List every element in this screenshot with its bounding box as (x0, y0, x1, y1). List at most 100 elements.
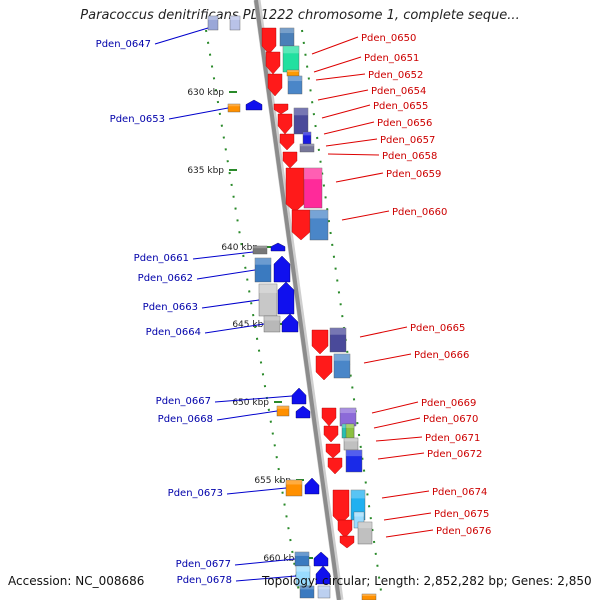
gene-box[interactable] (329, 327, 347, 353)
right-gene-label[interactable]: Pden_0672 (427, 449, 482, 460)
left-gene-label[interactable]: Pden_0647 (96, 39, 151, 50)
gene-box[interactable] (229, 15, 241, 31)
gene-box[interactable] (309, 209, 329, 241)
right-leader-line (313, 56, 362, 73)
right-gene-label[interactable]: Pden_0666 (414, 350, 469, 361)
forward-gene-arrow[interactable] (323, 425, 339, 443)
reverse-gene-arrow[interactable] (270, 242, 286, 252)
right-leader-line (321, 104, 371, 119)
right-gene-label[interactable]: Pden_0654 (371, 86, 426, 97)
forward-gene-arrow[interactable] (291, 209, 311, 241)
left-gene-label[interactable]: Pden_0668 (158, 414, 213, 425)
right-leader-line (371, 401, 419, 414)
right-gene-label[interactable]: Pden_0676 (436, 526, 491, 537)
right-gene-label[interactable]: Pden_0670 (423, 414, 478, 425)
right-gene-label[interactable]: Pden_0660 (392, 207, 447, 218)
forward-gene-arrow[interactable] (265, 51, 281, 75)
forward-gene-arrow[interactable] (277, 113, 293, 135)
gene-box-highlight (351, 490, 365, 499)
gene-box-highlight (358, 522, 372, 529)
left-leader-line (192, 251, 254, 260)
right-leader-line (381, 490, 430, 499)
forward-gene-arrow[interactable] (311, 329, 329, 355)
forward-gene-arrow[interactable] (279, 133, 295, 151)
forward-gene-arrow[interactable] (261, 27, 277, 55)
reverse-gene-arrow[interactable] (304, 477, 320, 495)
left-leader-line (204, 323, 265, 334)
left-gene-label[interactable]: Pden_0667 (156, 396, 211, 407)
reverse-gene-arrow[interactable] (245, 99, 263, 111)
right-gene-label[interactable]: Pden_0652 (368, 70, 423, 81)
forward-gene-arrow[interactable] (285, 167, 305, 213)
gene-box[interactable] (299, 143, 315, 153)
reverse-gene-arrow[interactable] (291, 387, 307, 405)
scale-tick-label: 655 kbp (254, 476, 291, 486)
gene-box-highlight (277, 406, 289, 409)
forward-gene-arrow[interactable] (337, 519, 353, 539)
reverse-gene-arrow[interactable] (313, 551, 329, 567)
forward-gene-arrow[interactable] (273, 103, 289, 115)
right-leader-line (335, 172, 384, 183)
forward-gene-arrow[interactable] (339, 535, 355, 549)
left-gene-label[interactable]: Pden_0664 (146, 327, 201, 338)
reverse-gene-arrow[interactable] (277, 281, 295, 315)
right-leader-line (323, 121, 375, 135)
gene-box-highlight (295, 552, 309, 556)
scale-tick-label: 630 kbp (187, 88, 224, 98)
forward-gene-arrow[interactable] (282, 151, 298, 169)
left-gene-label[interactable]: Pden_0653 (110, 114, 165, 125)
right-gene-label[interactable]: Pden_0674 (432, 487, 487, 498)
gene-features (207, 15, 377, 600)
right-gene-label[interactable]: Pden_0669 (421, 398, 476, 409)
left-gene-label[interactable]: Pden_0662 (138, 273, 193, 284)
scale-tick-label: 640 kbp (221, 243, 258, 253)
gene-box[interactable] (299, 585, 315, 599)
left-leader-line (214, 395, 293, 403)
gene-box[interactable] (293, 107, 309, 135)
gene-box-highlight (228, 104, 240, 107)
scale-ticks: 630 kbp 635 kbp 640 kbp 645 kbp 650 kbp 655 k… (187, 88, 313, 564)
left-gene-label[interactable]: Pden_0663 (143, 302, 198, 313)
right-gene-label[interactable]: Pden_0657 (380, 135, 435, 146)
right-gene-label[interactable]: Pden_0665 (410, 323, 465, 334)
gene-box[interactable] (333, 353, 351, 379)
gene-box[interactable] (207, 15, 219, 31)
forward-gene-arrow[interactable] (315, 355, 333, 381)
left-leader-line (196, 269, 256, 280)
gene-box[interactable] (303, 167, 323, 209)
scale-tick-label: 645 kbp (232, 320, 269, 330)
right-gene-label[interactable]: Pden_0650 (361, 33, 416, 44)
scale-tick-label: 635 kbp (187, 166, 224, 176)
left-leader-line (154, 27, 209, 45)
left-gene-label[interactable]: Pden_0661 (134, 253, 189, 264)
gene-box[interactable] (287, 75, 303, 95)
left-gene-label[interactable]: Pden_0678 (177, 575, 232, 586)
map-title: Paracoccus denitrificans PD1222 chromoso… (80, 8, 520, 23)
left-gene-label[interactable]: Pden_0673 (168, 488, 223, 499)
reverse-gene-arrow[interactable] (281, 313, 299, 333)
gene-box[interactable] (361, 593, 377, 600)
right-gene-label[interactable]: Pden_0675 (434, 509, 489, 520)
forward-gene-arrow[interactable] (325, 443, 341, 459)
right-gene-label[interactable]: Pden_0658 (382, 151, 437, 162)
right-leader-line (341, 210, 390, 221)
right-gene-label[interactable]: Pden_0671 (425, 433, 480, 444)
forward-gene-arrow[interactable] (321, 407, 337, 427)
reverse-gene-arrow[interactable] (315, 565, 331, 585)
gene-box[interactable] (357, 521, 373, 545)
reverse-gene-arrow[interactable] (273, 255, 291, 283)
gene-box[interactable] (317, 585, 331, 599)
right-gene-label[interactable]: Pden_0659 (386, 169, 441, 180)
right-gene-label[interactable]: Pden_0655 (373, 101, 428, 112)
gene-box-highlight (294, 108, 308, 116)
gene-box[interactable] (252, 245, 268, 255)
forward-gene-arrow[interactable] (332, 489, 350, 525)
forward-gene-arrow[interactable] (327, 457, 343, 475)
reverse-gene-arrow[interactable] (295, 405, 311, 419)
left-gene-label[interactable]: Pden_0677 (176, 559, 231, 570)
left-leader-line (226, 487, 287, 495)
right-gene-label[interactable]: Pden_0651 (364, 53, 419, 64)
gene-box[interactable] (345, 449, 363, 473)
right-gene-label[interactable]: Pden_0656 (377, 118, 432, 129)
forward-gene-arrow[interactable] (267, 73, 283, 97)
